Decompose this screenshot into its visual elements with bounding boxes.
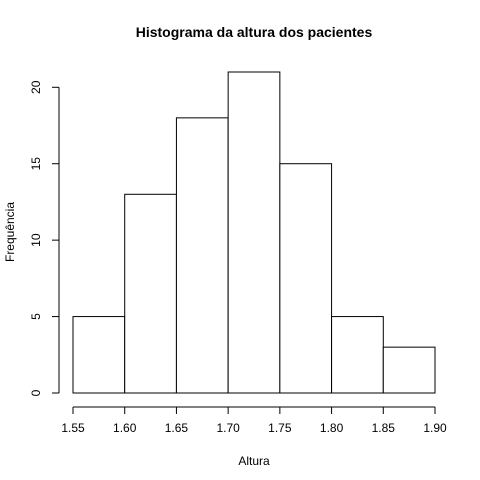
x-tick-label: 1.75	[268, 421, 292, 435]
histogram-bars	[73, 72, 435, 393]
histogram-bar-1	[73, 317, 125, 393]
histogram-bar-4	[228, 72, 280, 393]
x-tick-label: 1.70	[216, 421, 240, 435]
chart-title: Histograma da altura dos pacientes	[136, 24, 373, 40]
x-tick-label: 1.80	[320, 421, 344, 435]
x-axis-label: Altura	[238, 454, 270, 468]
histogram-bar-3	[176, 118, 228, 393]
y-axis-label: Frequência	[3, 202, 17, 262]
y-tick-label: 10	[29, 233, 43, 247]
y-tick-label: 5	[29, 313, 43, 320]
y-tick-label: 20	[29, 80, 43, 94]
x-axis: 1.55 1.60 1.65 1.70 1.75 1.80 1.85 1.90	[61, 407, 447, 435]
histogram-bar-6	[332, 317, 384, 393]
x-tick-label: 1.65	[165, 421, 189, 435]
x-tick-label: 1.55	[61, 421, 85, 435]
y-tick-label: 15	[29, 157, 43, 171]
histogram-bar-2	[125, 194, 177, 393]
y-tick-label: 0	[29, 389, 43, 396]
x-tick-label: 1.90	[423, 421, 447, 435]
x-tick-label: 1.60	[113, 421, 137, 435]
x-tick-label: 1.85	[372, 421, 396, 435]
histogram-bar-5	[280, 164, 332, 393]
histogram-bar-7	[383, 347, 435, 393]
y-axis: 0 5 10 15 20	[29, 80, 59, 396]
